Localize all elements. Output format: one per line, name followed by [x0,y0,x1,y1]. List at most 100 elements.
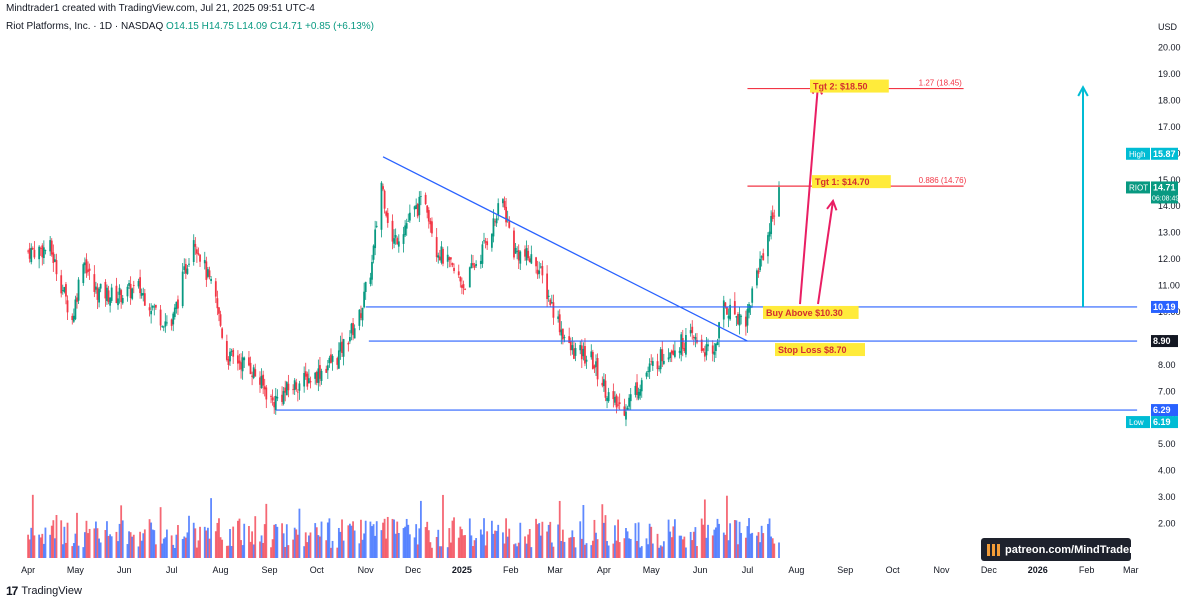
candle-body [358,309,361,326]
volume-bar [647,544,649,558]
volume-bar [183,536,186,558]
volume-bar [295,529,298,558]
y-tick-label: 14.00 [1158,201,1181,211]
candle-body [30,247,33,263]
candle-body [394,234,397,238]
candle-body [337,350,340,369]
volume-bar [218,518,220,558]
candle-body [225,341,228,360]
volume-bar [573,537,575,558]
volume-bar [63,526,66,558]
volume-bar [227,545,230,558]
volume-bar [369,521,372,558]
candle-body [265,387,268,400]
candle-body [183,266,186,271]
volume-bar [748,518,750,558]
volume-bar [490,520,493,558]
volume-bar [402,528,405,558]
candle-body [593,365,596,369]
candle-body [462,284,465,289]
volume-bar [129,532,132,558]
volume-bar [535,518,537,558]
volume-bar [459,526,462,558]
candle-body [438,256,441,261]
volume-bar [55,514,58,558]
candle-body [517,250,520,261]
volume-bar [582,505,585,558]
volume-bar [393,519,395,558]
candle-body [440,246,443,263]
volume-bar [658,547,661,558]
candle-body [574,348,577,356]
volume-bar [199,526,201,558]
candle-body [325,368,328,373]
volume-bar [96,528,99,558]
badge-tag: RIOT [1129,183,1148,192]
y-tick-label: 20.00 [1158,43,1181,53]
volume-bar [164,537,167,558]
volume-bar [636,540,638,558]
candle-body [71,315,74,321]
volume-bar [713,529,716,558]
candle-body [142,293,145,296]
volume-bar [287,545,290,558]
candle-body [418,196,421,216]
candle-body [740,316,743,317]
volume-bar [516,546,519,558]
tgt2-label-bg [810,79,889,93]
candle-body [601,382,604,386]
candle-body [645,372,648,377]
volume-bar [192,522,195,558]
volume-bar [325,540,328,558]
fib-label: 1.27 (18.45) [919,79,962,88]
volume-bar [637,522,640,558]
candle-body [74,299,77,320]
volume-bar [574,547,577,558]
candle-body [380,182,383,230]
candle-body [602,379,605,387]
volume-bar [314,523,317,558]
target1-arrow-head [826,198,838,211]
volume-bar [49,534,52,558]
volume-bar [571,530,574,558]
tradingview-footer[interactable]: 17 TradingView [6,584,82,598]
candle-body [350,323,353,334]
volume-bar [142,533,145,558]
volume-bar [170,535,173,558]
volume-bar [363,533,366,558]
volume-bar [98,538,100,558]
candle-body [309,380,312,383]
candle-body [306,373,309,387]
volume-bar [530,547,533,558]
candle-body [181,271,184,307]
volume-bar [181,538,184,558]
candle-body [44,250,47,251]
volume-bar [309,532,312,558]
volume-bar [740,532,743,558]
volume-bar [214,531,217,558]
volume-bar [718,523,720,558]
volume-bar [307,535,310,558]
candle-body [713,351,716,355]
volume-bar [738,521,741,558]
candle-body [404,225,407,236]
volume-bar [595,532,597,558]
volume-bar [623,538,626,558]
volume-bar [497,524,500,558]
candle-body [372,245,375,260]
candle-body [449,257,452,260]
volume-bar [336,547,339,558]
candle-body [83,262,86,266]
volume-bar [773,543,776,558]
candle-body [296,391,299,393]
volume-bar [38,534,41,558]
candle-body [140,293,143,296]
candle-body [513,230,515,258]
volume-bar [83,532,86,558]
candle-body [248,357,250,366]
x-tick-label: Oct [886,565,901,575]
candle-body [538,270,541,274]
volume-bar [539,535,542,558]
volume-bar [347,525,350,558]
